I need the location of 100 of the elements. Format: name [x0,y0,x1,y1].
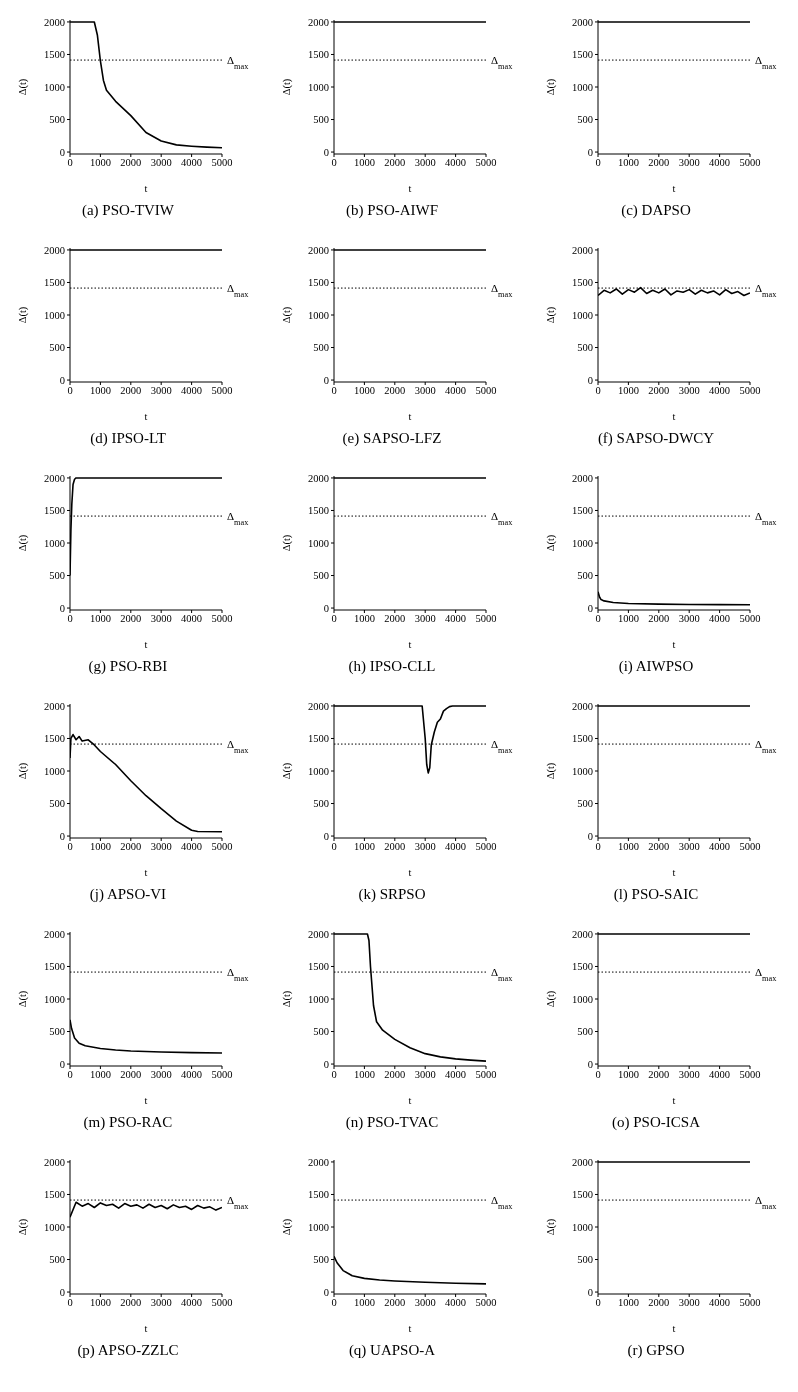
y-tick-label: 0 [323,374,329,386]
x-tick-label: 1000 [353,1069,375,1081]
y-axis-title: Δ(t) [544,78,557,96]
text: (r) GPSO [626,1342,686,1359]
y-tick-label: 500 [577,570,593,582]
ref-line-label: Δ$_{max}$ [227,54,250,71]
x-tick-label: 3000 [150,841,172,853]
x-axis-title: t [408,1095,412,1106]
x-tick-label: 3000 [678,841,700,853]
y-tick-label: 500 [49,114,65,126]
y-tick-label: 2000 [572,472,593,484]
x-tick-label: 2000 [384,157,406,169]
x-axis-title: t [408,411,412,422]
x-tick-label: 2000 [384,613,406,625]
ref-line-label: Δ$_{max}$ [755,282,778,299]
x-tick-label: 1000 [617,1069,639,1081]
y-tick-label: 0 [59,830,65,842]
x-tick-label: 4000 [181,613,203,625]
x-tick-label: 2000 [384,841,406,853]
x-tick-label: 4000 [445,841,467,853]
x-axis-title: t [672,1323,676,1334]
y-axis-title: Δ(t) [544,1218,557,1236]
x-tick-label: 2000 [120,157,142,169]
y-tick-label: 2000 [44,1156,65,1168]
y-tick-label: 500 [49,1254,65,1266]
y-axis-title: Δ(t) [280,534,293,552]
x-tick-label: 3000 [414,1069,436,1081]
x-tick-label: 4000 [709,157,731,169]
y-tick-label: 1500 [572,961,593,973]
x-tick-label: 1000 [617,157,639,169]
text: (b) PSO-AIWF [344,202,440,219]
x-tick-label: 1000 [89,841,111,853]
x-tick-label: 3000 [414,841,436,853]
x-tick-label: 3000 [414,1297,436,1309]
text: (g) PSO-RBI [87,658,169,675]
y-tick-label: 2000 [308,244,329,256]
y-tick-label: 1000 [572,765,593,777]
ref-line-label: Δ$_{max}$ [227,966,250,983]
y-axis-title: Δ(t) [16,762,29,780]
y-tick-label: 0 [323,146,329,158]
x-tick-label: 3000 [678,385,700,397]
x-tick-label: 1000 [89,157,111,169]
text: (p) APSO-ZZLC [76,1342,180,1359]
x-axis-title: t [408,1323,412,1334]
x-tick-label: 3000 [414,157,436,169]
x-tick-label: 1000 [617,1297,639,1309]
x-tick-label: 5000 [739,841,761,853]
text: (i) AIWPSO [617,658,695,675]
x-tick-label: 4000 [445,157,467,169]
y-tick-label: 0 [323,1286,329,1298]
x-tick-label: 5000 [211,385,233,397]
y-tick-label: 500 [313,114,329,126]
y-axis-title: Δ(t) [16,1218,29,1236]
y-axis-title: Δ(t) [16,306,29,324]
x-tick-label: 2000 [120,1297,142,1309]
text: (l) PSO-SAIC [612,886,700,903]
y-axis-title: Δ(t) [544,534,557,552]
y-tick-label: 1500 [44,961,65,973]
y-tick-label: 1500 [44,733,65,745]
y-tick-label: 1000 [572,537,593,549]
x-tick-label: 5000 [475,613,497,625]
y-tick-label: 500 [313,1026,329,1038]
y-axis-title: Δ(t) [280,1218,293,1236]
x-axis-title: t [144,1095,148,1106]
x-tick-label: 5000 [739,385,761,397]
x-tick-label: 5000 [211,1069,233,1081]
x-tick-label: 5000 [211,157,233,169]
x-tick-label: 4000 [445,385,467,397]
y-tick-label: 500 [49,570,65,582]
y-tick-label: 2000 [44,928,65,940]
x-tick-label: 3000 [678,157,700,169]
x-tick-label: 0 [595,385,601,397]
y-tick-label: 2000 [572,928,593,940]
ref-line-label: Δ$_{max}$ [491,54,514,71]
x-tick-label: 3000 [414,385,436,397]
x-tick-label: 4000 [709,1069,731,1081]
x-tick-label: 4000 [181,841,203,853]
text: (h) IPSO-CLL [347,658,437,675]
y-tick-label: 0 [587,1058,593,1070]
y-tick-label: 1000 [308,993,329,1005]
y-axis-title: Δ(t) [280,306,293,324]
ref-line-label: Δ$_{max}$ [755,738,778,755]
ref-line-label: Δ$_{max}$ [227,282,250,299]
y-tick-label: 500 [577,1254,593,1266]
y-tick-label: 1500 [44,505,65,517]
x-tick-label: 5000 [475,1297,497,1309]
y-tick-label: 1000 [44,537,65,549]
y-tick-label: 2000 [572,1156,593,1168]
y-tick-label: 0 [59,1058,65,1070]
y-tick-label: 500 [49,798,65,810]
x-tick-label: 4000 [445,1297,467,1309]
y-axis-title: Δ(t) [544,306,557,324]
ref-line-label: Δ$_{max}$ [227,510,250,527]
y-tick-label: 1000 [572,1221,593,1233]
y-tick-label: 1500 [44,277,65,289]
y-tick-label: 1500 [572,1189,593,1201]
x-tick-label: 2000 [384,1069,406,1081]
y-tick-label: 1000 [308,81,329,93]
y-tick-label: 500 [313,342,329,354]
x-tick-label: 5000 [475,157,497,169]
